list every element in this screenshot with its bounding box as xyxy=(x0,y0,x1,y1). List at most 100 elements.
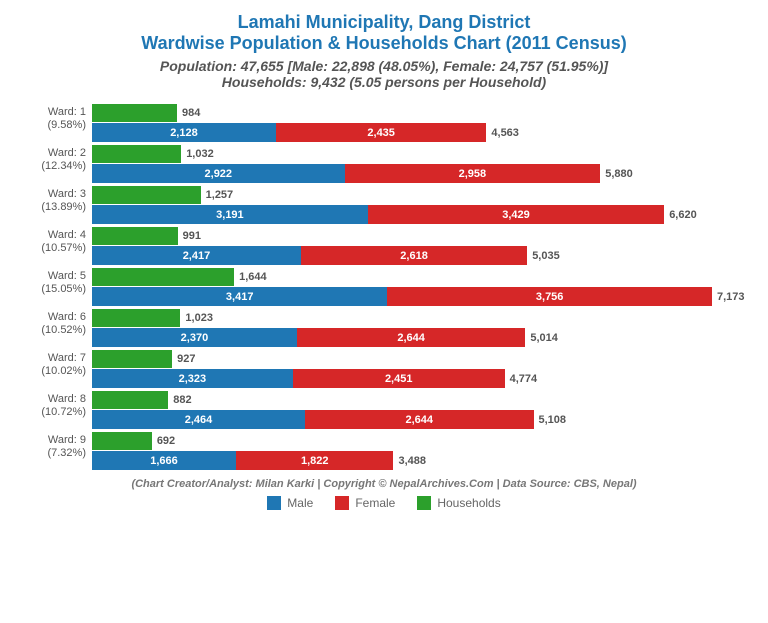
ward-bars: 1,0322,9222,9585,880 xyxy=(92,145,750,183)
households-bar-fill xyxy=(92,104,177,122)
chart-subtitle-line1: Population: 47,655 [Male: 22,898 (48.05%… xyxy=(18,58,750,74)
male-value: 2,417 xyxy=(183,250,211,262)
households-bar-fill xyxy=(92,391,168,409)
population-bar: 2,464 2,644 5,108 xyxy=(92,410,750,429)
male-value: 2,128 xyxy=(170,127,198,139)
ward-label: Ward: 7(10.02%) xyxy=(22,350,92,378)
population-bar: 3,417 3,756 7,173 xyxy=(92,287,750,306)
female-value: 2,644 xyxy=(405,414,433,426)
ward-name: Ward: 4 xyxy=(22,229,86,242)
ward-label: Ward: 8(10.72%) xyxy=(22,391,92,419)
ward-pct: (13.89%) xyxy=(22,201,86,214)
households-bar-fill xyxy=(92,309,180,327)
households-value: 1,257 xyxy=(206,189,234,201)
legend-item-male: Male xyxy=(267,496,313,510)
ward-pct: (7.32%) xyxy=(22,447,86,460)
male-value: 3,191 xyxy=(216,209,244,221)
female-bar-segment: 3,429 xyxy=(368,205,664,224)
legend-label-households: Households xyxy=(437,496,500,510)
ward-label: Ward: 2(12.34%) xyxy=(22,145,92,173)
households-bar: 882 xyxy=(92,391,750,409)
ward-label: Ward: 4(10.57%) xyxy=(22,227,92,255)
male-value: 2,370 xyxy=(181,332,209,344)
female-bar-segment: 2,644 xyxy=(305,410,534,429)
total-population-value: 5,014 xyxy=(530,332,558,344)
population-bar: 2,9222,9585,880 xyxy=(92,164,750,183)
legend-item-households: Households xyxy=(417,496,500,510)
total-population-value: 5,108 xyxy=(539,414,567,426)
households-value: 1,023 xyxy=(185,312,213,324)
male-value: 2,323 xyxy=(179,373,207,385)
households-bar: 1,257 xyxy=(92,186,750,204)
female-bar-segment: 3,756 xyxy=(387,287,712,306)
ward-bars: 1,644 3,417 3,756 7,173 xyxy=(92,268,750,306)
female-bar-segment: 2,958 xyxy=(345,164,601,183)
ward-label: Ward: 5(15.05%) xyxy=(22,268,92,296)
ward-group: Ward: 6(10.52%) 1,023 2,370 2,644 5,014 xyxy=(22,309,750,347)
households-bar: 1,644 xyxy=(92,268,750,286)
female-bar-segment: 2,644 xyxy=(297,328,526,347)
chart-subtitle-line2: Households: 9,432 (5.05 persons per Hous… xyxy=(18,74,750,90)
female-value: 2,644 xyxy=(397,332,425,344)
female-value: 3,429 xyxy=(502,209,530,221)
legend-swatch-male xyxy=(267,496,281,510)
households-bar: 692 xyxy=(92,432,750,450)
female-value: 2,958 xyxy=(459,168,487,180)
ward-pct: (9.58%) xyxy=(22,119,86,132)
male-value: 3,417 xyxy=(226,291,254,303)
legend-label-male: Male xyxy=(287,496,313,510)
population-bar: 2,370 2,644 5,014 xyxy=(92,328,750,347)
households-value: 927 xyxy=(177,353,195,365)
ward-group: Ward: 1(9.58%)9842,1282,4354,563 xyxy=(22,104,750,142)
households-bar: 927 xyxy=(92,350,750,368)
total-population-value: 5,880 xyxy=(605,168,633,180)
households-bar-fill xyxy=(92,227,178,245)
chart-plot-area: Ward: 1(9.58%)9842,1282,4354,563Ward: 2(… xyxy=(22,104,750,470)
male-bar-segment: 2,464 xyxy=(92,410,305,429)
households-value: 1,644 xyxy=(239,271,267,283)
ward-group: Ward: 2(12.34%)1,0322,9222,9585,880 xyxy=(22,145,750,183)
population-bar: 1,6661,8223,488 xyxy=(92,451,750,470)
male-bar-segment: 1,666 xyxy=(92,451,236,470)
ward-pct: (10.02%) xyxy=(22,365,86,378)
households-bar-fill xyxy=(92,350,172,368)
female-bar-segment: 2,435 xyxy=(276,123,486,142)
male-bar-segment: 3,191 xyxy=(92,205,368,224)
ward-pct: (10.52%) xyxy=(22,324,86,337)
female-bar-segment: 2,451 xyxy=(293,369,505,388)
ward-group: Ward: 5(15.05%) 1,644 3,417 3,756 7,173 xyxy=(22,268,750,306)
households-value: 1,032 xyxy=(186,148,214,160)
female-value: 2,435 xyxy=(367,127,395,139)
male-bar-segment: 2,370 xyxy=(92,328,297,347)
ward-label: Ward: 3(13.89%) xyxy=(22,186,92,214)
legend-swatch-female xyxy=(335,496,349,510)
chart-title-line2: Wardwise Population & Households Chart (… xyxy=(18,33,750,54)
population-bar: 3,1913,4296,620 xyxy=(92,205,750,224)
female-value: 1,822 xyxy=(301,455,329,467)
male-bar-segment: 3,417 xyxy=(92,287,387,306)
total-population-value: 7,173 xyxy=(717,291,745,303)
ward-pct: (10.57%) xyxy=(22,242,86,255)
legend-item-female: Female xyxy=(335,496,395,510)
population-bar: 2,128 2,435 4,563 xyxy=(92,123,750,142)
households-bar-fill xyxy=(92,145,181,163)
female-value: 2,451 xyxy=(385,373,413,385)
ward-label: Ward: 9(7.32%) xyxy=(22,432,92,460)
ward-name: Ward: 7 xyxy=(22,352,86,365)
female-value: 3,756 xyxy=(536,291,564,303)
households-value: 882 xyxy=(173,394,191,406)
male-value: 1,666 xyxy=(150,455,178,467)
population-bar: 2,3232,4514,774 xyxy=(92,369,750,388)
households-bar: 984 xyxy=(92,104,750,122)
ward-label: Ward: 6(10.52%) xyxy=(22,309,92,337)
ward-bars: 6921,6661,8223,488 xyxy=(92,432,750,470)
ward-group: Ward: 9(7.32%)6921,6661,8223,488 xyxy=(22,432,750,470)
male-bar-segment: 2,323 xyxy=(92,369,293,388)
female-bar-segment: 1,822 xyxy=(236,451,393,470)
ward-pct: (12.34%) xyxy=(22,160,86,173)
total-population-value: 4,563 xyxy=(491,127,519,139)
ward-name: Ward: 5 xyxy=(22,270,86,283)
ward-group: Ward: 4(10.57%)9912,4172,6185,035 xyxy=(22,227,750,265)
chart-footer-credit: (Chart Creator/Analyst: Milan Karki | Co… xyxy=(18,478,750,490)
male-value: 2,464 xyxy=(185,414,213,426)
